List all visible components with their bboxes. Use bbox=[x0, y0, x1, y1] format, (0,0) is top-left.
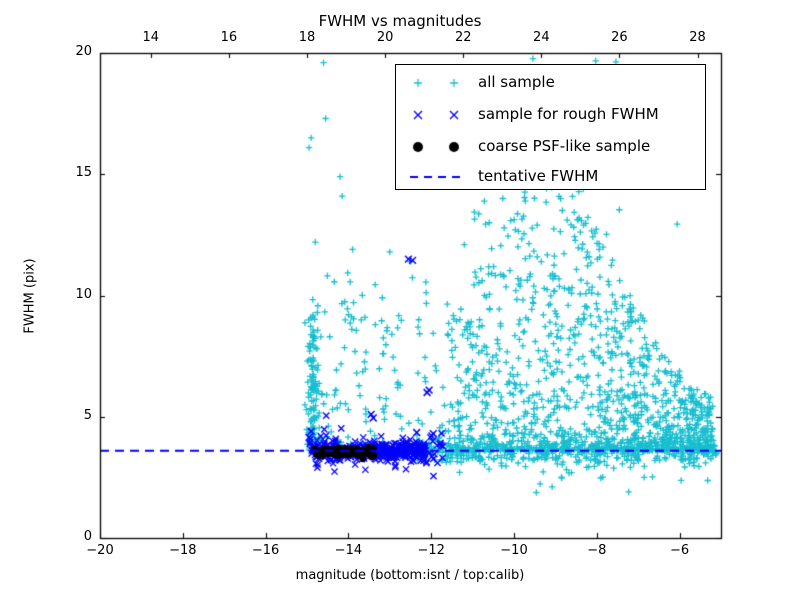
top-tick-16: 16 bbox=[220, 30, 238, 45]
chart-title: FWHM vs magnitudes bbox=[318, 12, 482, 30]
bottom-tick--16: −16 bbox=[251, 543, 280, 558]
legend-label-1: sample for rough FWHM bbox=[478, 105, 659, 123]
bottom-tick--12: −12 bbox=[417, 543, 445, 558]
legend-label-3: tentative FWHM bbox=[478, 167, 599, 185]
top-tick-26: 26 bbox=[611, 30, 628, 45]
legend-label-2: coarse PSF-like sample bbox=[478, 137, 651, 155]
legend-label-0: all sample bbox=[478, 73, 555, 91]
y-tick-10: 10 bbox=[75, 286, 92, 302]
y-tick-0: 0 bbox=[83, 529, 92, 544]
bottom-tick--10: −10 bbox=[500, 543, 528, 558]
legend-markers bbox=[396, 65, 707, 191]
y-tick-15: 15 bbox=[75, 165, 92, 181]
bottom-tick--8: −8 bbox=[587, 543, 607, 558]
bottom-tick--18: −18 bbox=[169, 543, 197, 558]
legend: all sample sample for rough FWHM coarse PS… bbox=[395, 64, 707, 191]
top-tick-28: 28 bbox=[689, 30, 706, 45]
bottom-tick--6: −6 bbox=[670, 543, 690, 558]
y-tick-5: 5 bbox=[83, 407, 92, 423]
bottom-tick--20: −20 bbox=[86, 543, 114, 558]
top-tick-14: 14 bbox=[142, 30, 160, 45]
x-axis-label: magnitude (bottom:isnt / top:calib) bbox=[295, 568, 525, 583]
top-tick-20: 20 bbox=[376, 30, 394, 45]
top-tick-24: 24 bbox=[533, 30, 550, 45]
y-tick-20: 20 bbox=[75, 44, 92, 59]
bottom-tick--14: −14 bbox=[334, 543, 363, 558]
y-axis-label: FWHM (pix) bbox=[22, 258, 38, 334]
top-tick-18: 18 bbox=[298, 30, 316, 45]
top-tick-22: 22 bbox=[454, 30, 472, 45]
